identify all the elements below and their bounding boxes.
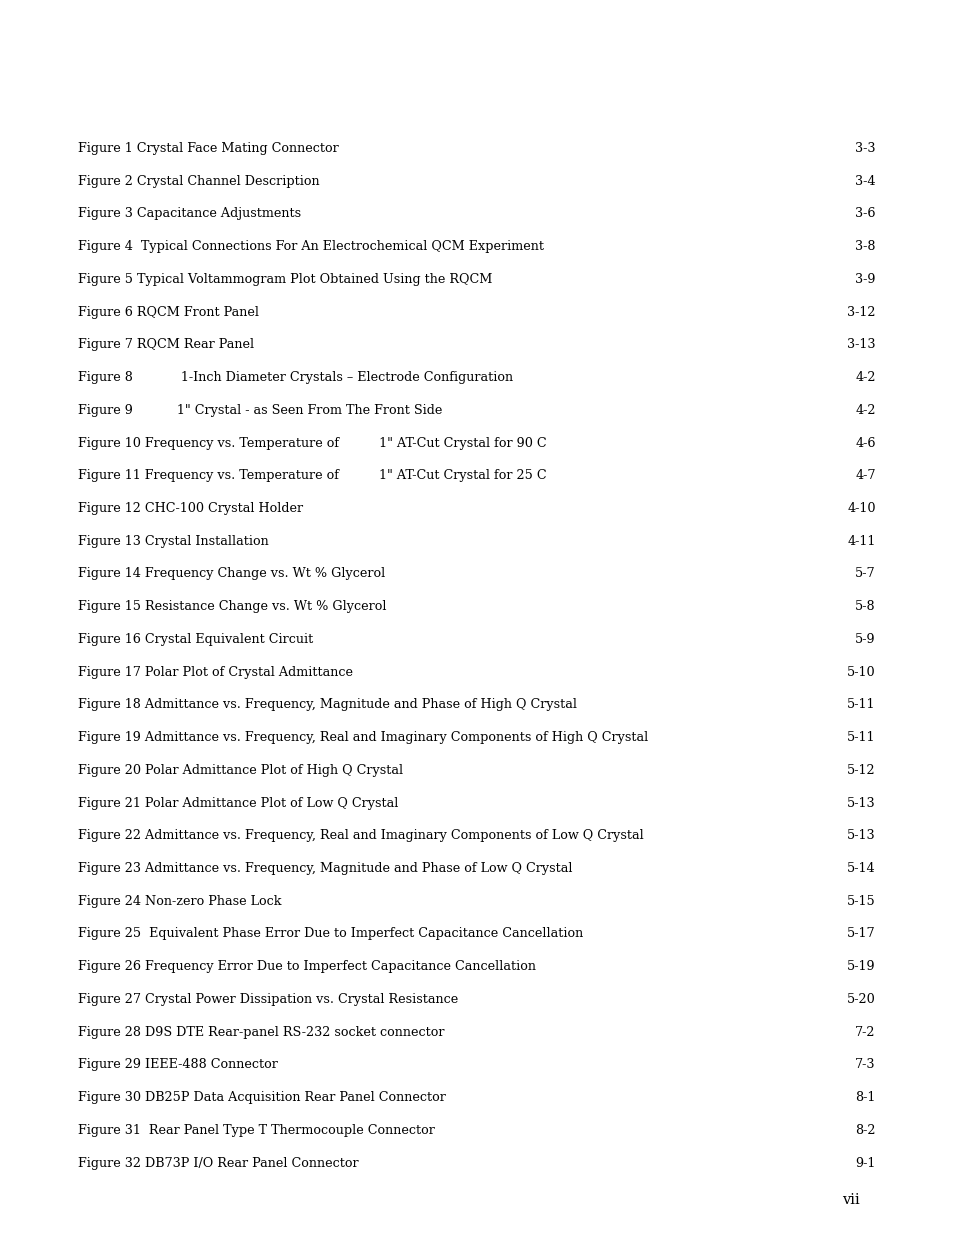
Text: Figure 5 Typical Voltammogram Plot Obtained Using the RQCM: Figure 5 Typical Voltammogram Plot Obtai… [78, 273, 492, 287]
Text: 4-11: 4-11 [846, 535, 875, 548]
Text: Figure 15 Resistance Change vs. Wt % Glycerol: Figure 15 Resistance Change vs. Wt % Gly… [78, 600, 386, 614]
Text: 4-7: 4-7 [855, 469, 875, 483]
Text: Figure 9           1" Crystal - as Seen From The Front Side: Figure 9 1" Crystal - as Seen From The F… [78, 404, 442, 417]
Text: Figure 18 Admittance vs. Frequency, Magnitude and Phase of High Q Crystal: Figure 18 Admittance vs. Frequency, Magn… [78, 698, 577, 711]
Text: 4-2: 4-2 [855, 370, 875, 384]
Text: 4-10: 4-10 [846, 501, 875, 515]
Text: Figure 29 IEEE-488 Connector: Figure 29 IEEE-488 Connector [78, 1058, 278, 1072]
Text: 8-2: 8-2 [855, 1124, 875, 1137]
Text: 3-6: 3-6 [855, 207, 875, 221]
Text: Figure 24 Non-zero Phase Lock: Figure 24 Non-zero Phase Lock [78, 894, 281, 908]
Text: 8-1: 8-1 [855, 1091, 875, 1104]
Text: vii: vii [841, 1193, 859, 1208]
Text: 9-1: 9-1 [855, 1156, 875, 1170]
Text: 5-12: 5-12 [846, 763, 875, 777]
Text: Figure 32 DB73P I/O Rear Panel Connector: Figure 32 DB73P I/O Rear Panel Connector [78, 1156, 358, 1170]
Text: 3-9: 3-9 [855, 273, 875, 287]
Text: Figure 11 Frequency vs. Temperature of          1" AT-Cut Crystal for 25 C: Figure 11 Frequency vs. Temperature of 1… [78, 469, 546, 483]
Text: Figure 3 Capacitance Adjustments: Figure 3 Capacitance Adjustments [78, 207, 301, 221]
Text: 3-3: 3-3 [855, 142, 875, 156]
Text: Figure 8            1-Inch Diameter Crystals – Electrode Configuration: Figure 8 1-Inch Diameter Crystals – Elec… [78, 370, 513, 384]
Text: 4-6: 4-6 [855, 436, 875, 450]
Text: 5-7: 5-7 [854, 567, 875, 580]
Text: Figure 12 CHC-100 Crystal Holder: Figure 12 CHC-100 Crystal Holder [78, 501, 303, 515]
Text: Figure 4  Typical Connections For An Electrochemical QCM Experiment: Figure 4 Typical Connections For An Elec… [78, 240, 543, 253]
Text: 5-20: 5-20 [846, 993, 875, 1007]
Text: Figure 2 Crystal Channel Description: Figure 2 Crystal Channel Description [78, 175, 319, 188]
Text: 3-12: 3-12 [846, 305, 875, 319]
Text: 5-19: 5-19 [846, 960, 875, 973]
Text: 5-11: 5-11 [846, 731, 875, 745]
Text: Figure 16 Crystal Equivalent Circuit: Figure 16 Crystal Equivalent Circuit [78, 632, 314, 646]
Text: 5-13: 5-13 [846, 797, 875, 810]
Text: Figure 25  Equivalent Phase Error Due to Imperfect Capacitance Cancellation: Figure 25 Equivalent Phase Error Due to … [78, 927, 583, 941]
Text: Figure 27 Crystal Power Dissipation vs. Crystal Resistance: Figure 27 Crystal Power Dissipation vs. … [78, 993, 458, 1007]
Text: 5-8: 5-8 [854, 600, 875, 614]
Text: 5-13: 5-13 [846, 829, 875, 842]
Text: 5-9: 5-9 [854, 632, 875, 646]
Text: Figure 7 RQCM Rear Panel: Figure 7 RQCM Rear Panel [78, 338, 254, 352]
Text: 5-10: 5-10 [846, 666, 875, 679]
Text: Figure 21 Polar Admittance Plot of Low Q Crystal: Figure 21 Polar Admittance Plot of Low Q… [78, 797, 398, 810]
Text: Figure 23 Admittance vs. Frequency, Magnitude and Phase of Low Q Crystal: Figure 23 Admittance vs. Frequency, Magn… [78, 862, 572, 876]
Text: 3-8: 3-8 [855, 240, 875, 253]
Text: Figure 10 Frequency vs. Temperature of          1" AT-Cut Crystal for 90 C: Figure 10 Frequency vs. Temperature of 1… [78, 436, 546, 450]
Text: 5-15: 5-15 [846, 894, 875, 908]
Text: 5-14: 5-14 [846, 862, 875, 876]
Text: Figure 19 Admittance vs. Frequency, Real and Imaginary Components of High Q Crys: Figure 19 Admittance vs. Frequency, Real… [78, 731, 648, 745]
Text: Figure 26 Frequency Error Due to Imperfect Capacitance Cancellation: Figure 26 Frequency Error Due to Imperfe… [78, 960, 536, 973]
Text: Figure 30 DB25P Data Acquisition Rear Panel Connector: Figure 30 DB25P Data Acquisition Rear Pa… [78, 1091, 446, 1104]
Text: 3-4: 3-4 [855, 175, 875, 188]
Text: Figure 1 Crystal Face Mating Connector: Figure 1 Crystal Face Mating Connector [78, 142, 338, 156]
Text: Figure 28 D9S DTE Rear-panel RS-232 socket connector: Figure 28 D9S DTE Rear-panel RS-232 sock… [78, 1025, 444, 1039]
Text: Figure 6 RQCM Front Panel: Figure 6 RQCM Front Panel [78, 305, 259, 319]
Text: Figure 13 Crystal Installation: Figure 13 Crystal Installation [78, 535, 269, 548]
Text: 4-2: 4-2 [855, 404, 875, 417]
Text: 7-2: 7-2 [855, 1025, 875, 1039]
Text: 5-17: 5-17 [846, 927, 875, 941]
Text: Figure 14 Frequency Change vs. Wt % Glycerol: Figure 14 Frequency Change vs. Wt % Glyc… [78, 567, 385, 580]
Text: Figure 17 Polar Plot of Crystal Admittance: Figure 17 Polar Plot of Crystal Admittan… [78, 666, 353, 679]
Text: 3-13: 3-13 [846, 338, 875, 352]
Text: 7-3: 7-3 [855, 1058, 875, 1072]
Text: 5-11: 5-11 [846, 698, 875, 711]
Text: Figure 22 Admittance vs. Frequency, Real and Imaginary Components of Low Q Cryst: Figure 22 Admittance vs. Frequency, Real… [78, 829, 643, 842]
Text: Figure 31  Rear Panel Type T Thermocouple Connector: Figure 31 Rear Panel Type T Thermocouple… [78, 1124, 435, 1137]
Text: Figure 20 Polar Admittance Plot of High Q Crystal: Figure 20 Polar Admittance Plot of High … [78, 763, 403, 777]
